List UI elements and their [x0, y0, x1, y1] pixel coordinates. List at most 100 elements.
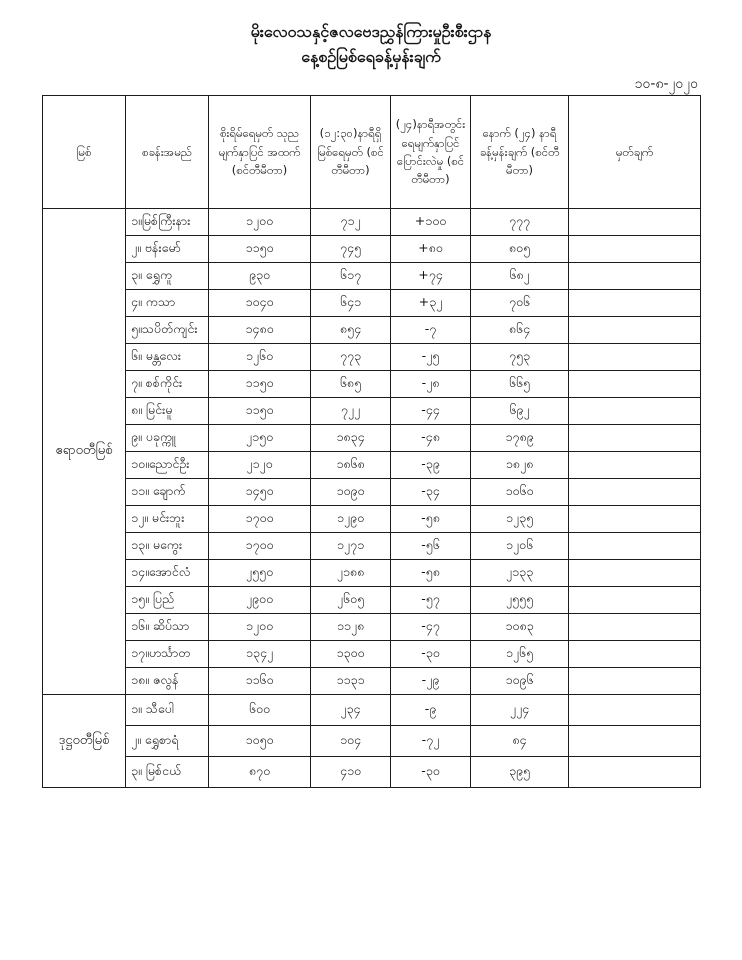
- forecast-cell: ၈၄: [470, 725, 569, 757]
- station-cell: ၃။ ရွှေကူ: [125, 262, 209, 290]
- forecast-cell: ၁၂၃၅: [470, 505, 569, 533]
- danger-level-cell: ၁၁၅၀: [208, 235, 311, 263]
- change-cell: -၄၄: [390, 397, 471, 425]
- station-cell: ၃။ မြစ်ငယ်: [125, 756, 209, 788]
- water-level-cell: ၁၈၆၈: [310, 451, 391, 479]
- forecast-cell: ၆၈၂: [470, 262, 569, 290]
- station-cell: ၁၇။ဟင်္သာတ: [125, 640, 209, 668]
- remark-cell: [568, 451, 701, 479]
- forecast-cell: ၆၉၂: [470, 397, 569, 425]
- change-cell: -၄၇: [390, 613, 471, 641]
- water-level-cell: ၂၆၀၅: [310, 586, 391, 614]
- forecast-cell: ၂၂၄: [470, 694, 569, 726]
- water-level-cell: ၇၂၂: [310, 397, 391, 425]
- danger-level-cell: ၁၄၈၀: [208, 316, 311, 344]
- danger-level-cell: ၁၄၅၀: [208, 478, 311, 506]
- station-cell: ၁။မြစ်ကြီးနား: [125, 208, 209, 236]
- forecast-cell: ၁၀၉၆: [470, 667, 569, 695]
- danger-level-cell: ၁၀၅၀: [208, 725, 311, 757]
- table-row: ၁၆။ ဆိပ်သာ ၁၂၀၀ ၁၁၂၈ -၄၇ ၁၀၈၃: [43, 613, 701, 641]
- station-cell: ၆။ မန္တလေး: [125, 343, 209, 371]
- river-name-cell: ဒုဋ္ဌဝတီမြစ်: [42, 694, 126, 788]
- remark-cell: [568, 559, 701, 587]
- water-level-cell: ၂၁၈၈: [310, 559, 391, 587]
- station-cell: ၁၂။ မင်းဘူး: [125, 505, 209, 533]
- table-row: ၁၅။ ပြည် ၂၉၀၀ ၂၆၀၅ -၅၇ ၂၅၅၅: [43, 586, 701, 614]
- remark-cell: [568, 640, 701, 668]
- water-level-cell: ၁၂၇၁: [310, 532, 391, 560]
- change-cell: -၇၂: [390, 725, 471, 757]
- forecast-cell: ၃၉၅: [470, 756, 569, 788]
- station-cell: ၂။ ဗန်းမော်: [125, 235, 209, 263]
- forecast-cell: ၁၈၂၈: [470, 451, 569, 479]
- table-row: ၁၄။အောင်လံ ၂၅၅၀ ၂၁၈၈ -၅၈ ၂၁၃၃: [43, 559, 701, 587]
- forecast-cell: ၈၀၅: [470, 235, 569, 263]
- change-cell: -၂၉: [390, 667, 471, 695]
- forecast-cell: ၁၇၈၉: [470, 424, 569, 452]
- station-cell: ၁၆။ ဆိပ်သာ: [125, 613, 209, 641]
- table-header-row: မြစ် စခန်းအမည် စိုးရိမ်ရေမှတ် သုညမျက်နှာပြ…: [42, 95, 701, 209]
- danger-level-cell: ၆၀၀: [208, 694, 311, 726]
- forecast-cell: ၈၆၄: [470, 316, 569, 344]
- forecast-cell: ၇၀၆: [470, 289, 569, 317]
- water-level-cell: ၁၈၃၄: [310, 424, 391, 452]
- change-cell: -၉: [390, 694, 471, 726]
- station-cell: ၁၅။ ပြည်: [125, 586, 209, 614]
- danger-level-cell: ၁၁၅၀: [208, 370, 311, 398]
- station-cell: ၈။ မြင်းမူ: [125, 397, 209, 425]
- forecast-cell: ၁၀၈၃: [470, 613, 569, 641]
- danger-level-cell: ၈၇၀: [208, 756, 311, 788]
- danger-level-cell: ၁၁၅၀: [208, 397, 311, 425]
- change-cell: -၃၀: [390, 756, 471, 788]
- change-cell: -၇: [390, 316, 471, 344]
- water-level-cell: ၇၄၅: [310, 235, 391, 263]
- remark-cell: [568, 586, 701, 614]
- remark-cell: [568, 667, 701, 695]
- remark-cell: [568, 397, 701, 425]
- change-cell: -၄၈: [390, 424, 471, 452]
- table-row: ၂။ ရွှေစာရံ ၁၀၅၀ ၁၀၄ -၇၂ ၈၄: [43, 725, 701, 757]
- table-row: ၉။ ပခုက္ကူ ၂၁၅၀ ၁၈၃၄ -၄၈ ၁၇၈၉: [43, 424, 701, 452]
- water-level-cell: ၆၁၇: [310, 262, 391, 290]
- doc-title: နေ့စဉ်မြစ်ရေခန့်မှန်းချက်: [301, 46, 441, 66]
- table-row: ၁၃။ မကွေး ၁၇၀၀ ၁၂၇၁ -၅၆ ၁၂၀၆: [43, 532, 701, 560]
- water-level-cell: ၁၀၄: [310, 725, 391, 757]
- station-cell: ၂။ ရွှေစာရံ: [125, 725, 209, 757]
- column-header: စခန်းအမည်: [125, 95, 209, 209]
- remark-cell: [568, 532, 701, 560]
- remark-cell: [568, 316, 701, 344]
- table-row: ၇။ စစ်ကိုင်း ၁၁၅၀ ၆၈၅ -၂၈ ၆၆၅: [43, 370, 701, 398]
- table-row: ၁၇။ဟင်္သာတ ၁၃၄၂ ၁၃၀၀ -၃၀ ၁၂၆၅: [43, 640, 701, 668]
- station-cell: ၉။ ပခုက္ကူ: [125, 424, 209, 452]
- change-cell: -၅၇: [390, 586, 471, 614]
- column-header: စိုးရိမ်ရေမှတ် သုညမျက်နှာပြင် အထက် (စင်တ…: [208, 95, 311, 209]
- water-level-cell: ၄၁၀: [310, 756, 391, 788]
- change-cell: -၂၈: [390, 370, 471, 398]
- change-cell: +၁၀၀: [390, 208, 471, 236]
- water-level-cell: ၆၄၁: [310, 289, 391, 317]
- change-cell: +၇၄: [390, 262, 471, 290]
- forecast-cell: ၁၀၆၀: [470, 478, 569, 506]
- column-header: မြစ်: [42, 95, 126, 209]
- change-cell: +၃၂: [390, 289, 471, 317]
- danger-level-cell: ၂၁၅၀: [208, 424, 311, 452]
- danger-level-cell: ၁၁၆၀: [208, 667, 311, 695]
- station-cell: ၇။ စစ်ကိုင်း: [125, 370, 209, 398]
- remark-cell: [568, 756, 701, 788]
- change-cell: -၃၀: [390, 640, 471, 668]
- table-row: ဧရာဝတီမြစ် ၁။မြစ်ကြီးနား ၁၂၀၀ ၇၁၂ +၁၀၀ ၇၇၇: [42, 208, 701, 695]
- org-title: မိုးလေဝသနှင့်ဇလဗေဒညွှန်ကြားမှုဦးစီးဌာန: [250, 22, 492, 41]
- forecast-cell: ၁၂၆၅: [470, 640, 569, 668]
- change-cell: -၂၅: [390, 343, 471, 371]
- station-cell: ၄။ ကသာ: [125, 289, 209, 317]
- forecast-cell: ၆၆၅: [470, 370, 569, 398]
- water-level-cell: ၁၁၃၁: [310, 667, 391, 695]
- change-cell: -၅၈: [390, 505, 471, 533]
- remark-cell: [568, 478, 701, 506]
- table-row: ၈။ မြင်းမူ ၁၁၅၀ ၇၂၂ -၄၄ ၆၉၂: [43, 397, 701, 425]
- remark-cell: [568, 694, 701, 726]
- danger-level-cell: ၂၁၂၀: [208, 451, 311, 479]
- water-level-cell: ၁၂၉၀: [310, 505, 391, 533]
- danger-level-cell: ၁၃၄၂: [208, 640, 311, 668]
- remark-cell: [568, 262, 701, 290]
